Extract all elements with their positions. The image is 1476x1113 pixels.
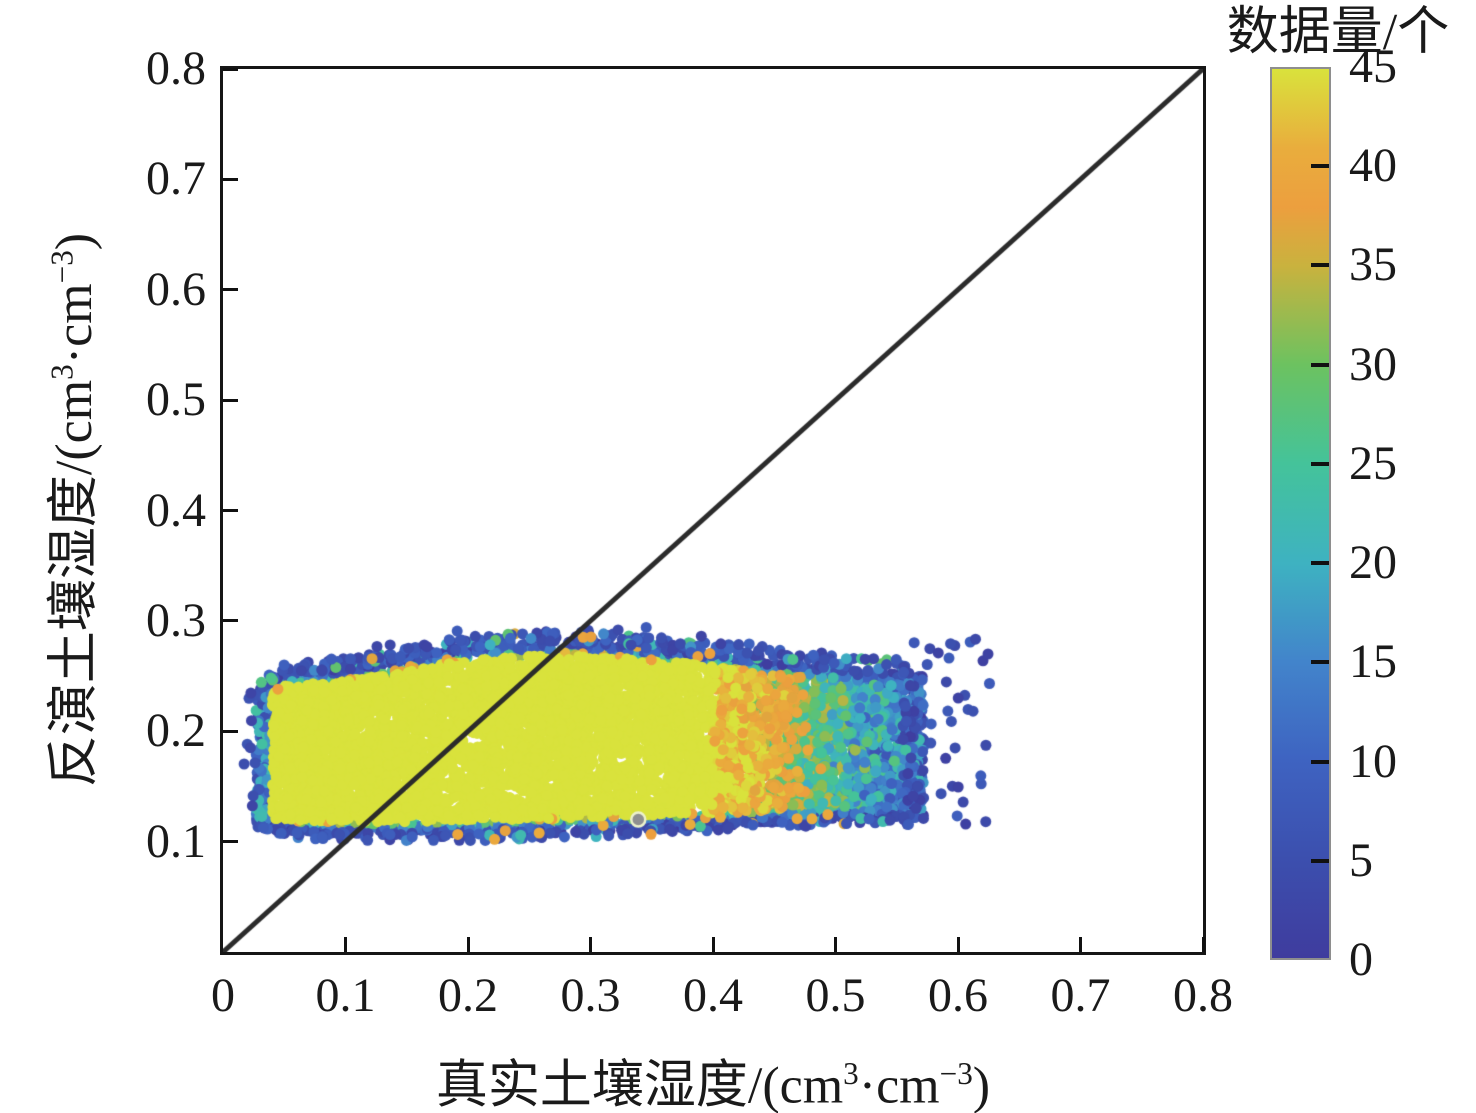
colorbar-tick-mark: [1311, 164, 1329, 169]
y-tick-mark: [223, 509, 238, 512]
x-tick-mark: [1079, 937, 1082, 952]
x-tick-label: 0.2: [438, 969, 498, 1022]
colorbar-tick-label: 35: [1349, 238, 1397, 292]
x-tick-mark: [711, 937, 715, 952]
y-tick-label: 0.6: [146, 262, 206, 316]
colorbar-tick-mark: [1311, 660, 1329, 665]
x-tick-mark: [344, 937, 347, 952]
colorbar-tick-label: 20: [1349, 536, 1397, 590]
scatter-canvas: [223, 69, 1203, 952]
colorbar-tick-label: 15: [1349, 635, 1397, 689]
y-tick-mark: [223, 729, 238, 733]
x-tick-mark: [956, 937, 960, 952]
colorbar-gradient: [1270, 67, 1331, 960]
x-tick-label: 0: [211, 969, 235, 1022]
plot-area: [220, 66, 1206, 955]
colorbar-tick-label: 40: [1349, 139, 1397, 193]
y-tick-mark: [223, 177, 238, 181]
x-tick-mark: [834, 937, 837, 952]
y-tick-label: 0.2: [146, 704, 206, 758]
colorbar-tick-mark: [1311, 759, 1329, 764]
y-tick-mark: [223, 67, 238, 71]
y-tick-mark: [223, 840, 238, 844]
colorbar-tick-mark: [1311, 362, 1329, 367]
colorbar-tick-label: 0: [1349, 933, 1373, 986]
y-tick-label: 0.7: [146, 152, 206, 206]
colorbar-tick-label: 30: [1349, 337, 1397, 391]
x-tick-label: 0.7: [1050, 969, 1111, 1022]
x-tick-label: 0.3: [560, 969, 621, 1022]
y-tick-label: 0.4: [146, 483, 206, 537]
x-tick-label: 0.1: [315, 969, 376, 1022]
x-tick-label: 0.4: [683, 969, 743, 1022]
x-tick-label: 0.8: [1173, 969, 1233, 1022]
y-tick-mark: [223, 619, 238, 623]
colorbar-tick-mark: [1311, 461, 1329, 466]
y-tick-label: 0.5: [146, 373, 206, 427]
y-tick-label: 0.3: [146, 593, 206, 647]
y-tick-mark: [223, 288, 238, 292]
colorbar-tick-label: 10: [1349, 734, 1397, 788]
x-tick-label: 0.5: [805, 969, 866, 1022]
colorbar-tick-mark: [1311, 858, 1329, 863]
x-axis-title: 真实土壤湿度/(cm3·cm−3): [435, 1056, 991, 1113]
y-tick-mark: [223, 398, 238, 402]
colorbar-tick-label: 45: [1349, 40, 1397, 93]
x-tick-label: 0.6: [928, 969, 988, 1022]
colorbar-tick-mark: [1311, 561, 1329, 566]
x-axis-title-text: 真实土壤湿度/(cm: [435, 1057, 844, 1113]
colorbar-tick-mark: [1311, 263, 1329, 268]
colorbar-tick-label: 5: [1349, 833, 1373, 887]
x-tick-mark: [589, 937, 592, 952]
colorbar-title: 数据量/个: [1226, 4, 1450, 61]
x-axis-title-sup: 3: [843, 1056, 859, 1091]
x-tick-mark: [1201, 937, 1205, 952]
x-tick-mark: [466, 937, 470, 952]
y-tick-label: 0.8: [146, 42, 206, 95]
colorbar-tick-label: 25: [1349, 436, 1397, 490]
y-tick-label: 0.1: [146, 814, 206, 868]
